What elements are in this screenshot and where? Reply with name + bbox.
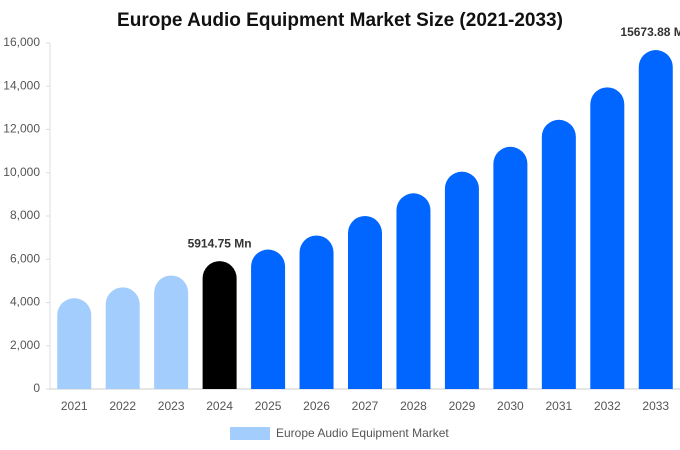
y-tick-label: 8,000 — [10, 208, 40, 222]
y-tick-label: 2,000 — [10, 338, 40, 352]
x-tick-label: 2031 — [545, 399, 572, 413]
bar — [396, 193, 431, 389]
legend-label: Europe Audio Equipment Market — [276, 426, 449, 440]
y-tick-label: 14,000 — [3, 78, 40, 92]
y-tick-label: 4,000 — [10, 295, 40, 309]
x-tick-label: 2028 — [400, 399, 427, 413]
x-tick-label: 2027 — [352, 399, 379, 413]
y-tick-label: 10,000 — [3, 165, 40, 179]
chart-title: Europe Audio Equipment Market Size (2021… — [117, 10, 563, 31]
bar — [299, 235, 334, 389]
y-tick-label: 12,000 — [3, 122, 40, 136]
bar — [105, 287, 140, 389]
bar — [444, 171, 479, 389]
value-label: 15673.88 Mn — [620, 25, 680, 39]
y-tick-label: 6,000 — [10, 251, 40, 265]
x-tick-label: 2032 — [594, 399, 621, 413]
x-tick-label: 2024 — [206, 399, 233, 413]
x-tick-label: 2022 — [109, 399, 136, 413]
bar — [541, 119, 576, 390]
x-tick-label: 2026 — [303, 399, 330, 413]
x-tick-label: 2021 — [61, 399, 88, 413]
bar — [590, 87, 625, 390]
x-tick-label: 2023 — [158, 399, 185, 413]
y-tick-label: 16,000 — [3, 35, 40, 49]
bar — [348, 216, 382, 389]
x-tick-label: 2030 — [497, 399, 524, 413]
legend-swatch — [230, 427, 270, 440]
x-tick-label: 2025 — [255, 399, 282, 413]
bar — [638, 50, 673, 390]
bar — [493, 146, 528, 389]
bar — [154, 275, 189, 389]
bar — [251, 249, 286, 389]
x-tick-label: 2033 — [642, 399, 669, 413]
bar — [57, 298, 92, 389]
y-tick-label: 0 — [33, 381, 40, 395]
x-tick-label: 2029 — [449, 399, 476, 413]
value-label: 5914.75 Mn — [188, 236, 252, 250]
bar — [202, 261, 237, 389]
